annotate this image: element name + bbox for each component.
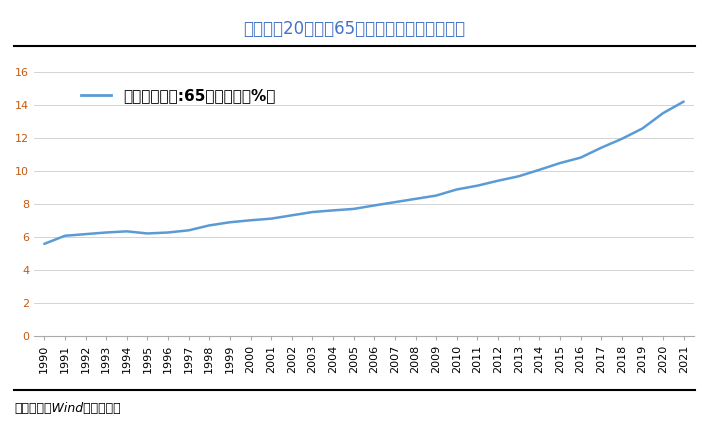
Text: 资料来源：Wind，泽平宏观: 资料来源：Wind，泽平宏观 (14, 402, 121, 415)
Text: 图表：近20年中国65岁以上人口比例快速上涨: 图表：近20年中国65岁以上人口比例快速上涨 (243, 20, 466, 38)
Legend: 占总人口比例:65岁及以上（%）: 占总人口比例:65岁及以上（%） (74, 82, 282, 109)
